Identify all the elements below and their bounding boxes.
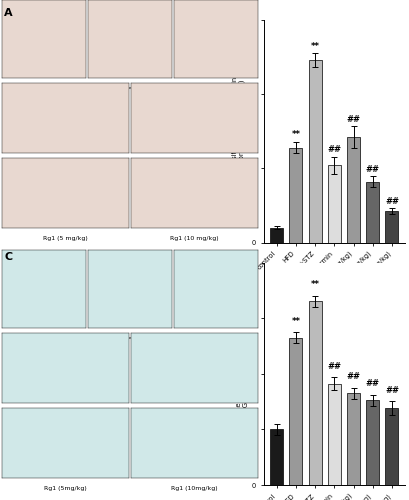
Text: D: D xyxy=(210,250,220,260)
Text: ##: ## xyxy=(385,386,399,395)
Y-axis label: Relative expression of
β-Gal over control（fold）: Relative expression of β-Gal over contro… xyxy=(236,333,249,414)
Text: B: B xyxy=(210,8,218,18)
Bar xyxy=(347,137,360,242)
Bar xyxy=(366,182,379,242)
Text: ##: ## xyxy=(366,166,380,174)
Text: A: A xyxy=(4,8,13,18)
Bar xyxy=(290,148,303,242)
Text: ##: ## xyxy=(327,362,342,371)
Text: **: ** xyxy=(311,42,320,51)
Text: HFD+STZ: HFD+STZ xyxy=(200,337,231,342)
Text: ##: ## xyxy=(346,115,361,124)
Text: **: ** xyxy=(311,280,320,289)
Text: Rg1 (1 mg/kg): Rg1 (1 mg/kg) xyxy=(172,161,217,166)
Text: HFD: HFD xyxy=(123,87,137,92)
Bar xyxy=(385,408,398,485)
Text: Metformin: Metformin xyxy=(49,411,81,416)
Text: Rg1 (5 mg/kg): Rg1 (5 mg/kg) xyxy=(43,236,88,241)
Text: Rg1 (5mg/kg): Rg1 (5mg/kg) xyxy=(44,486,87,491)
Text: ##: ## xyxy=(346,372,361,381)
Text: ##: ## xyxy=(327,145,342,154)
Y-axis label: The density of Oil red staining in
renal cortex (fold over control): The density of Oil red staining in renal… xyxy=(231,76,245,186)
Text: Metformin: Metformin xyxy=(49,161,81,166)
Text: ##: ## xyxy=(385,197,399,206)
Bar xyxy=(309,302,322,485)
Text: Rg1 (10mg/kg): Rg1 (10mg/kg) xyxy=(171,486,218,491)
Bar xyxy=(270,430,283,485)
Bar xyxy=(270,228,283,242)
Text: Rg1 (1mg/kg): Rg1 (1mg/kg) xyxy=(173,411,216,416)
Text: C: C xyxy=(4,252,12,262)
Bar xyxy=(328,384,341,485)
Text: Control: Control xyxy=(33,337,55,342)
Text: HFD: HFD xyxy=(123,337,137,342)
Text: HFD+STZ: HFD+STZ xyxy=(200,87,231,92)
Text: **: ** xyxy=(292,130,301,140)
Bar xyxy=(366,400,379,485)
Text: **: ** xyxy=(292,317,301,326)
Text: Control: Control xyxy=(33,87,55,92)
Bar xyxy=(309,60,322,242)
Bar xyxy=(290,338,303,485)
Bar xyxy=(385,212,398,242)
Text: ##: ## xyxy=(366,379,380,388)
Bar xyxy=(347,393,360,485)
Bar xyxy=(328,166,341,242)
Text: Rg1 (10 mg/kg): Rg1 (10 mg/kg) xyxy=(170,236,218,241)
